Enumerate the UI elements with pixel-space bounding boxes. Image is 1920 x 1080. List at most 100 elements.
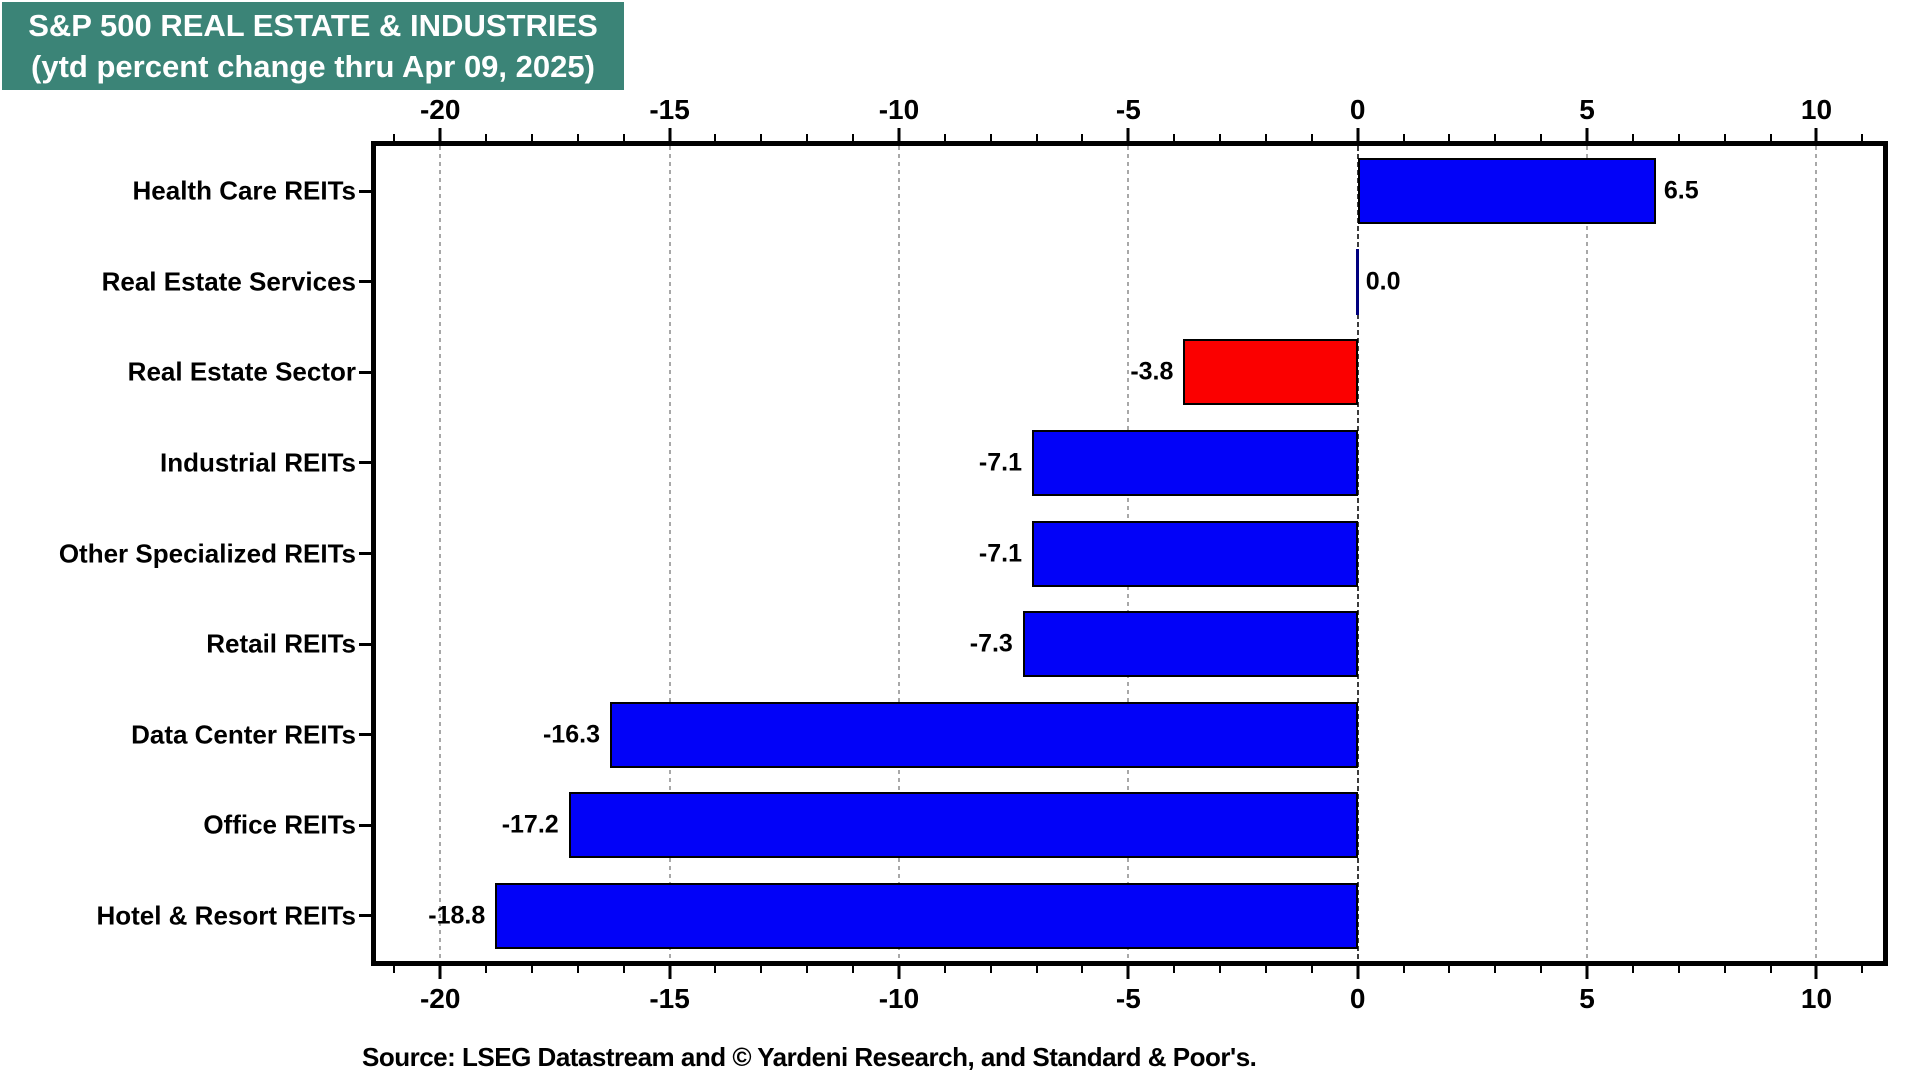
value-label: -7.3 — [969, 629, 1013, 658]
x-minor-tick — [1494, 966, 1497, 973]
value-label: -3.8 — [1130, 357, 1174, 386]
x-tick-label-bottom: 0 — [1349, 983, 1366, 1014]
category-label: Office REITs — [203, 809, 356, 840]
chart-title-line2: (ytd percent change thru Apr 09, 2025) — [31, 49, 595, 84]
x-minor-tick — [576, 966, 579, 973]
x-major-tick — [1126, 966, 1130, 979]
x-minor-tick — [622, 966, 625, 973]
x-minor-tick — [1173, 134, 1176, 141]
x-major-tick — [1814, 966, 1818, 979]
x-minor-tick — [760, 134, 763, 141]
x-minor-tick — [485, 966, 488, 973]
x-minor-tick — [852, 134, 855, 141]
x-minor-tick — [1219, 134, 1222, 141]
plot-area: 6.5 0.0 -3.8 -7.1 -7.1 -7.3 -16.3 -17.2 -18.8 — [371, 141, 1888, 966]
x-minor-tick — [576, 134, 579, 141]
x-minor-tick — [1631, 966, 1634, 973]
x-minor-tick — [1173, 966, 1176, 973]
x-major-tick — [1585, 128, 1589, 141]
x-major-tick — [897, 966, 901, 979]
x-tick-label-bottom: -20 — [419, 983, 461, 1014]
gridline — [1815, 146, 1818, 961]
gridline — [668, 146, 671, 961]
y-tick — [359, 280, 372, 284]
value-label: 6.5 — [1663, 176, 1699, 205]
x-minor-tick — [1310, 134, 1313, 141]
x-minor-tick — [1861, 966, 1864, 973]
x-axis-ticks-bottom — [376, 966, 1883, 979]
x-major-tick — [1126, 128, 1130, 141]
x-tick-label-top: -5 — [1115, 94, 1141, 125]
category-label: Real Estate Services — [101, 266, 356, 297]
x-minor-tick — [1219, 966, 1222, 973]
x-minor-tick — [714, 134, 717, 141]
x-axis-labels-bottom: -20 -15 -10 -5 0 5 10 — [376, 983, 1883, 1014]
y-tick — [359, 552, 372, 555]
bars-layer: 6.5 0.0 -3.8 -7.1 -7.1 -7.3 -16.3 -17.2 -18.8 — [376, 146, 1883, 961]
x-minor-tick — [1402, 966, 1405, 973]
x-minor-tick — [1448, 134, 1451, 141]
x-tick-label-bottom: 5 — [1579, 983, 1595, 1014]
x-minor-tick — [1631, 134, 1634, 141]
x-axis-labels-top: -20 -15 -10 -5 0 5 10 — [376, 94, 1883, 125]
x-axis-ticks-top — [376, 128, 1883, 141]
y-tick — [359, 189, 372, 193]
value-label: -17.2 — [501, 810, 559, 839]
x-minor-tick — [1540, 134, 1543, 141]
gridline — [897, 146, 900, 961]
category-label: Hotel & Resort REITs — [96, 900, 356, 931]
x-minor-tick — [806, 134, 809, 141]
bar — [568, 792, 1358, 859]
x-minor-tick — [1035, 966, 1038, 973]
x-tick-label-top: 5 — [1579, 94, 1595, 125]
x-tick-label-top: -10 — [878, 94, 920, 125]
y-tick — [359, 733, 372, 737]
x-minor-tick — [1494, 134, 1497, 141]
x-minor-tick — [1081, 134, 1084, 141]
chart-title-line1: S&P 500 REAL ESTATE & INDUSTRIES — [28, 8, 598, 43]
y-axis-labels: Health Care REITs Real Estate Services Rea… — [0, 146, 356, 961]
x-minor-tick — [1035, 134, 1038, 141]
x-minor-tick — [1310, 966, 1313, 973]
x-minor-tick — [530, 966, 533, 973]
x-major-tick — [668, 966, 672, 979]
category-label: Industrial REITs — [160, 447, 356, 478]
x-tick-label-top: -15 — [649, 94, 690, 125]
bar — [1183, 339, 1358, 406]
bar — [1022, 611, 1358, 678]
bar — [1032, 429, 1358, 496]
x-tick-label-bottom: -5 — [1115, 983, 1141, 1014]
x-minor-tick — [1402, 134, 1405, 141]
x-minor-tick — [485, 134, 488, 141]
x-minor-tick — [530, 134, 533, 141]
x-tick-label-bottom: -10 — [878, 983, 920, 1014]
bar — [1356, 248, 1360, 315]
x-minor-tick — [1769, 966, 1772, 973]
x-minor-tick — [943, 134, 946, 141]
x-minor-tick — [760, 966, 763, 973]
x-major-tick — [668, 128, 672, 141]
x-minor-tick — [1264, 966, 1267, 973]
zero-gridline — [1356, 146, 1359, 961]
x-minor-tick — [1081, 966, 1084, 973]
value-label: -7.1 — [978, 448, 1023, 477]
category-label: Data Center REITs — [131, 719, 356, 750]
x-minor-tick — [1723, 134, 1726, 141]
x-major-tick — [897, 128, 901, 141]
x-minor-tick — [989, 134, 992, 141]
category-label: Retail REITs — [206, 628, 356, 659]
x-minor-tick — [1677, 134, 1680, 141]
bar — [495, 882, 1358, 949]
bar — [1032, 520, 1358, 587]
x-minor-tick — [1723, 966, 1726, 973]
y-tick — [359, 370, 372, 374]
x-minor-tick — [852, 966, 855, 973]
y-tick — [359, 642, 372, 646]
category-label: Health Care REITs — [132, 175, 356, 206]
x-tick-label-top: -20 — [419, 94, 461, 125]
x-major-tick — [1585, 966, 1589, 979]
x-major-tick — [438, 966, 442, 979]
value-label: 0.0 — [1365, 267, 1401, 296]
category-label: Real Estate Sector — [127, 356, 356, 387]
